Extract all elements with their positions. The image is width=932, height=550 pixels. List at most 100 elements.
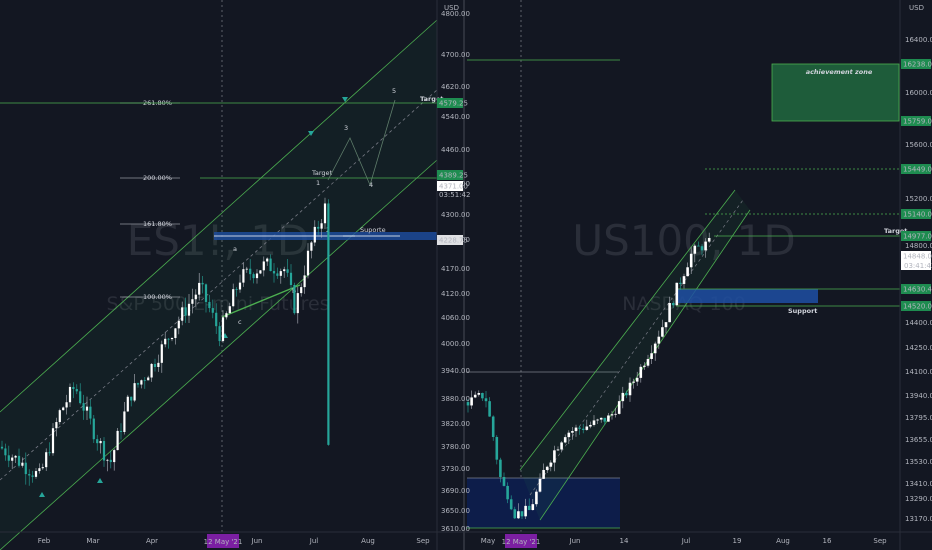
right-price-badge: 14630.4: [903, 286, 932, 294]
left-y-tick: 4700.00: [441, 51, 470, 59]
left-candle-body: [296, 293, 299, 314]
left-candle-body: [232, 289, 235, 307]
left-price-axis[interactable]: 4800.004700.004620.004540.004460.004380.…: [441, 10, 470, 533]
left-price-badge-bg: [437, 98, 463, 108]
right-candle-body: [491, 416, 495, 438]
right-candle-body: [621, 392, 625, 402]
left-y-tick: 4620.00: [441, 83, 470, 91]
left-candle-body: [7, 455, 10, 461]
left-candle-body: [45, 452, 48, 468]
right-candle-body: [635, 377, 639, 382]
wave-label: 3: [344, 124, 348, 132]
right-price-badge-bg: [901, 164, 931, 174]
right-time-axis[interactable]: May Jun 14 Jul 19 Aug 16 Sep 12 May '21: [481, 534, 887, 548]
right-candle-body: [502, 476, 506, 486]
left-y-tick: 3880.00: [441, 395, 470, 403]
left-candle-body: [310, 242, 313, 251]
right-currency-label: USD: [909, 4, 924, 12]
left-y-tick: 4540.00: [441, 113, 470, 121]
right-x-tick: Jun: [569, 537, 581, 545]
right-candle-body: [520, 511, 524, 517]
left-y-tick: 3820.00: [441, 420, 470, 428]
right-candle-body: [488, 401, 491, 417]
left-channel-top: [0, 19, 438, 413]
left-candle-body: [289, 272, 293, 285]
left-candle-body: [75, 389, 78, 392]
left-x-tick: Apr: [146, 537, 158, 545]
left-candle-body: [269, 258, 272, 272]
left-candle-body: [211, 308, 214, 313]
fib-label: 161.80%: [143, 220, 172, 228]
right-candle-body: [693, 245, 697, 254]
right-candle-body: [614, 413, 617, 415]
left-candle-body: [184, 307, 187, 316]
right-candle-body: [632, 381, 635, 383]
down-arrow: [308, 131, 314, 136]
left-y-tick: 3940.00: [441, 367, 470, 375]
left-y-tick: 3610.00: [441, 525, 470, 533]
left-candle-body: [266, 258, 269, 262]
left-price-badge-bg: [437, 181, 463, 191]
left-y-tick: 4800.00: [441, 10, 470, 18]
left-drawings: 261.80%200.00%161.80%100.00%SuporteTarge…: [0, 0, 443, 550]
right-candle-body: [499, 459, 502, 477]
left-candle-body: [201, 282, 204, 285]
right-price-badge-bg: [901, 301, 931, 311]
left-candle-body: [323, 203, 327, 224]
right-candle-body: [563, 437, 567, 443]
right-support-annotation: Support: [788, 307, 817, 315]
left-x-tick: Feb: [38, 537, 51, 545]
right-target-annotation: Target: [884, 227, 907, 235]
left-candle-body: [300, 287, 303, 294]
right-candle-body: [578, 427, 581, 429]
right-candle-body: [671, 303, 675, 306]
wave-label: c: [238, 318, 242, 326]
right-channel-top: [519, 189, 736, 471]
left-candle-body: [11, 457, 14, 461]
right-countdown-bg: [901, 261, 931, 270]
right-candle-body: [495, 437, 499, 460]
right-price-badge: 14977.0: [903, 233, 932, 241]
down-arrow: [342, 97, 348, 102]
left-candle-body: [58, 410, 61, 423]
left-candle-body: [126, 396, 129, 412]
right-support-zone: [676, 289, 818, 303]
left-candle-body: [293, 284, 296, 314]
right-candle-body: [639, 366, 643, 378]
left-x-tick: Jun: [251, 537, 263, 545]
left-candle-body: [65, 402, 68, 408]
left-candle-body: [130, 396, 133, 401]
right-y-tick: 15200.0: [905, 195, 932, 203]
left-candle-body: [21, 462, 24, 466]
right-price-badge: 14520.0: [903, 303, 932, 311]
left-candle-body: [242, 269, 245, 283]
left-candle-body: [133, 383, 136, 401]
right-candle-body: [599, 417, 603, 420]
right-x-tick: 14: [620, 537, 629, 545]
left-candle-body: [48, 452, 51, 454]
right-candle-body: [513, 509, 517, 519]
right-price-axis[interactable]: 16400.0 16000.0 15600.0 15200.0 14800.0 14400…: [905, 36, 932, 523]
left-candle-body: [147, 377, 150, 381]
left-candle-body: [327, 203, 330, 445]
right-candle-body: [643, 365, 646, 367]
wave-label: 5: [392, 87, 396, 95]
right-x-tick: Jul: [681, 537, 691, 545]
left-time-axis[interactable]: FebMarAprMaJunJulAugSep12 May '21: [38, 534, 430, 548]
right-candle-body: [571, 431, 574, 433]
left-candle-body: [262, 261, 265, 271]
right-candle-body: [481, 393, 484, 399]
left-candle-body: [194, 294, 197, 300]
right-y-tick: 13655.0: [905, 436, 932, 444]
left-candle-body: [204, 284, 208, 302]
wave-c-line: [221, 284, 301, 318]
left-price-badge: 4389.25: [439, 172, 468, 180]
left-candle-body: [259, 270, 262, 274]
right-candle-body: [686, 267, 689, 277]
left-candle-body: [170, 338, 174, 340]
right-date-badge: 12 May '21: [502, 538, 541, 546]
right-candle-body: [574, 427, 578, 432]
right-y-tick: 13530.0: [905, 458, 932, 466]
